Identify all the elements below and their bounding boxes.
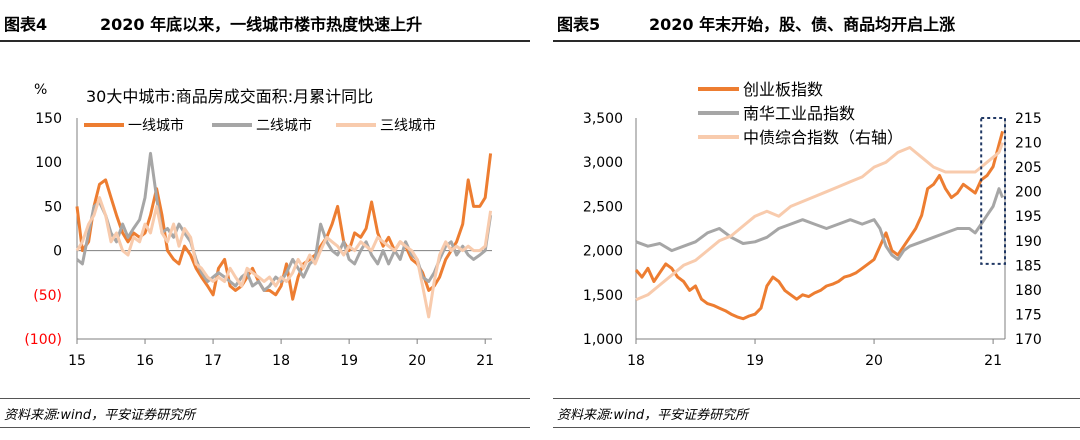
legend-label: 一线城市 — [128, 117, 184, 134]
source-note: 资料来源:wind，平安证券研究所 — [553, 398, 1080, 428]
series-line-1 — [634, 130, 1005, 321]
y-tick-label: (50) — [33, 288, 62, 304]
series-line-2 — [635, 187, 1004, 261]
legend-label: 中债综合指数（右轴） — [743, 128, 903, 147]
y-tick-label: 150 — [35, 111, 62, 127]
source-text: 资料来源:wind，平安证券研究所 — [557, 408, 749, 423]
x-tick-label: 16 — [136, 353, 154, 369]
housing-sales-chart: % 30大中城市:商品房成交面积:月累计同比 150 100 50 0 (50) (100) 1… — [24, 82, 494, 369]
y2-tick-label: 180 — [1015, 283, 1042, 299]
source-note: 资料来源:wind，平安证券研究所 — [0, 398, 530, 428]
y2-tick-label: 205 — [1015, 160, 1042, 176]
x-tick-label: 21 — [476, 353, 494, 369]
series-line-3 — [75, 196, 493, 319]
legend-label: 创业板指数 — [743, 80, 823, 99]
highlight-box — [980, 117, 1006, 265]
panel-right: 图表5 2020 年末开始，股、债、商品均开启上涨 1,000 1,500 2,00… — [553, 0, 1080, 440]
figure-label: 图表4 — [4, 15, 48, 34]
x-tick-label: 21 — [984, 353, 1002, 369]
y-tick-label: 100 — [35, 155, 62, 171]
y2-tick-label: 170 — [1015, 332, 1042, 348]
source-text: 资料来源:wind，平安证券研究所 — [4, 408, 196, 423]
y2-tick-label: 200 — [1015, 185, 1042, 201]
figure-header: 图表5 2020 年末开始，股、债、商品均开启上涨 — [553, 0, 1080, 42]
x-tick-label: 18 — [627, 353, 645, 369]
legend-label: 南华工业品指数 — [743, 104, 855, 123]
figure-header: 图表4 2020 年底以来，一线城市楼市热度快速上升 — [0, 0, 530, 42]
y-tick-label: 1,000 — [583, 332, 623, 348]
chart-title: 30大中城市:商品房成交面积:月累计同比 — [86, 87, 373, 106]
y2-tick-label: 210 — [1015, 136, 1042, 152]
series-line-3 — [635, 142, 1005, 302]
y2-tick-label: 175 — [1015, 307, 1042, 323]
panel-left: 图表4 2020 年底以来，一线城市楼市热度快速上升 % 30大中城市:商品房成交… — [0, 0, 530, 440]
market-index-chart: 1,000 1,500 2,000 2,500 3,000 3,500 170 175 180 1… — [583, 80, 1042, 369]
y-tick-label: 50 — [44, 199, 62, 215]
y-tick-label: 2,000 — [583, 244, 623, 260]
y-tick-label: 0 — [53, 244, 62, 260]
y2-tick-label: 195 — [1015, 209, 1042, 225]
x-tick-label: 20 — [865, 353, 883, 369]
y-tick-label: 3,500 — [583, 111, 623, 127]
y-tick-label: 3,000 — [583, 155, 623, 171]
y-tick-label: (100) — [24, 332, 62, 348]
y-unit-label: % — [34, 82, 47, 98]
legend-label: 三线城市 — [380, 117, 436, 134]
y2-tick-label: 190 — [1015, 234, 1042, 250]
y2-tick-label: 215 — [1015, 111, 1042, 127]
y-tick-label: 2,500 — [583, 199, 623, 215]
figure-label: 图表5 — [557, 15, 601, 34]
figure-title: 2020 年底以来，一线城市楼市热度快速上升 — [100, 15, 423, 34]
x-tick-label: 19 — [340, 353, 358, 369]
y2-tick-label: 185 — [1015, 258, 1042, 274]
x-tick-label: 20 — [408, 353, 426, 369]
x-tick-label: 15 — [68, 353, 86, 369]
figure-title: 2020 年末开始，股、债、商品均开启上涨 — [649, 15, 956, 34]
y-tick-label: 1,500 — [583, 288, 623, 304]
x-tick-label: 18 — [272, 353, 290, 369]
x-tick-label: 19 — [746, 353, 764, 369]
x-tick-label: 17 — [204, 353, 222, 369]
legend-label: 二线城市 — [256, 117, 312, 134]
